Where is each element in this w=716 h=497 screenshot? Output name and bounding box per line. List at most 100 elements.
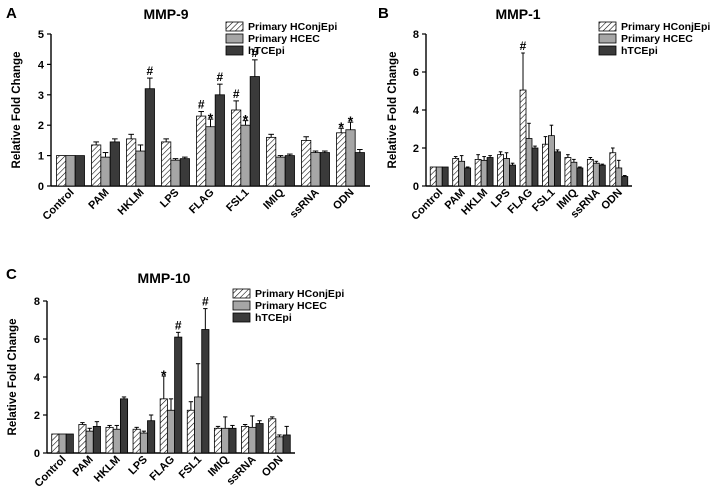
chart-title: MMP-9 (143, 6, 188, 22)
bar-lps-s1 (139, 432, 148, 454)
bar-imiq-s2 (228, 427, 237, 454)
bar-imiq-s1 (221, 427, 230, 454)
bar-odn-s1 (615, 167, 623, 187)
bar-lps-s1 (170, 159, 181, 187)
x-tick-label: FSL1 (177, 454, 205, 482)
chart-title: MMP-1 (495, 6, 540, 22)
bar-fsl1-s2 (554, 151, 561, 187)
x-tick-label: IMIQ (261, 186, 287, 212)
bar-hklm-s0 (474, 158, 482, 187)
significance-hash: # (175, 318, 182, 332)
x-tick-label: ssRNA (224, 454, 258, 488)
x-tick-label: ODN (331, 187, 357, 213)
x-tick-label: HKLM (92, 454, 123, 485)
bar-hklm-s2 (119, 398, 129, 454)
x-tick-label: ODN (260, 454, 286, 480)
bar-fsl1-s1 (240, 124, 251, 187)
significance-hash: # (520, 39, 527, 53)
bar-control-s2 (74, 155, 85, 187)
legend-label: Primary HConjEpi (248, 21, 337, 33)
bar-pam-s0 (78, 424, 87, 454)
bar-hklm-s1 (480, 159, 488, 187)
chart-title: MMP-10 (138, 270, 191, 286)
bar-odn-s0 (609, 152, 617, 187)
significance-hash: # (202, 295, 209, 309)
bar-fsl1-s1 (548, 135, 555, 187)
bar-hklm-s1 (135, 150, 146, 187)
significance-hash: # (216, 70, 223, 84)
bar-flag-s0 (519, 89, 527, 187)
bar-odn-s0 (268, 418, 277, 454)
bar-pam-s0 (91, 144, 102, 187)
bar-ssrna-s0 (586, 158, 594, 187)
y-tick-label: 0 (34, 448, 40, 460)
bar-odn-s1 (345, 129, 356, 187)
bar-imiq-s0 (266, 136, 277, 187)
bar-imiq-s0 (213, 427, 223, 454)
bar-control-s0 (56, 155, 67, 187)
bar-flag-s1 (205, 126, 216, 187)
bar-ssrna-s1 (592, 162, 600, 187)
legend-label: Primary HCEC (621, 33, 693, 45)
bar-ssrna-s1 (248, 426, 257, 454)
x-tick-label: FLAG (147, 454, 177, 484)
x-tick-label: FSL1 (224, 187, 252, 215)
bar-flag-s2 (531, 147, 539, 187)
bar-control-s1 (58, 433, 67, 454)
legend-swatch (598, 45, 617, 56)
bar-imiq-s1 (275, 156, 286, 187)
x-tick-label: ODN (599, 187, 625, 213)
bar-imiq-s2 (576, 167, 584, 187)
bar-control-s2 (441, 166, 449, 187)
y-tick-label: 2 (34, 410, 40, 422)
bar-pam-s0 (452, 158, 460, 187)
bar-pam-s2 (92, 425, 101, 454)
significance-star: * (161, 367, 167, 383)
x-tick-label: LPS (158, 187, 182, 211)
y-axis-label: Relative Fold Change (11, 52, 23, 169)
significance-hash: # (146, 64, 153, 78)
bar-pam-s2 (464, 167, 472, 187)
legend-swatch (598, 33, 617, 44)
bar-ssrna-s0 (301, 139, 312, 187)
legend-swatch (232, 312, 251, 323)
legend-swatch (232, 288, 251, 299)
bar-hklm-s2 (144, 88, 155, 187)
y-tick-label: 4 (413, 105, 420, 117)
legend-swatch (598, 21, 617, 32)
bar-lps-s1 (503, 158, 510, 187)
bar-control-s0 (51, 433, 60, 454)
bar-odn-s1 (275, 436, 284, 454)
y-axis-label: Relative Fold Change (7, 319, 19, 436)
x-tick-label: FSL1 (530, 187, 558, 215)
legend-swatch (225, 45, 244, 56)
bar-ssrna-s2 (255, 423, 264, 454)
y-tick-label: 8 (413, 29, 419, 41)
x-tick-label: Control (40, 187, 76, 223)
chart-panel-a: A MMP-9 0 1 2 3 4 5 Relative Fold Change Control P… (6, 5, 370, 223)
bar-fsl1-s0 (186, 409, 195, 454)
significance-hash: # (233, 87, 240, 101)
legend-label: Primary HCEC (255, 300, 327, 312)
bar-control-s0 (429, 166, 437, 187)
bar-pam-s1 (458, 160, 466, 187)
bar-ssrna-s2 (598, 164, 606, 187)
legend-swatch (225, 33, 244, 44)
y-tick-label: 6 (413, 67, 419, 79)
bar-lps-s2 (147, 420, 156, 454)
y-tick-label: 2 (413, 143, 419, 155)
bar-control-s2 (65, 433, 74, 454)
y-tick-label: 5 (38, 29, 44, 41)
legend-swatch (225, 21, 244, 32)
legend-label: hTCEpi (255, 312, 292, 324)
bar-odn-s2 (621, 176, 629, 187)
panel-label: C (6, 266, 17, 283)
bar-lps-s2 (179, 158, 190, 187)
bar-pam-s2 (109, 141, 120, 187)
bar-odn-s0 (336, 132, 347, 187)
legend-label: hTCEpi (621, 45, 658, 57)
